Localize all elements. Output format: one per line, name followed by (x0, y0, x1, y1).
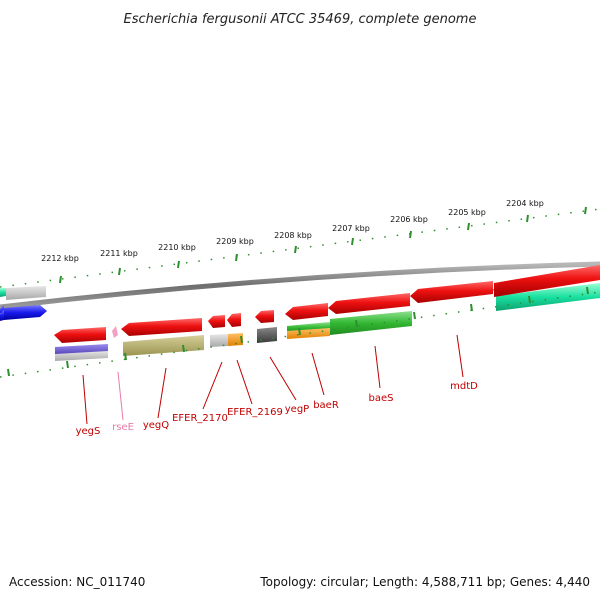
gene-label-mdtD: mdtD (450, 381, 478, 392)
gene-arrow-baeS (328, 293, 410, 314)
genome-backbone (0, 261, 600, 310)
gene-arrow-yegQ (121, 318, 202, 336)
gene-label-rseE: rseE (112, 422, 134, 433)
gene-label-baeS: baeS (369, 393, 394, 404)
leader-yegP (269, 356, 297, 401)
gene-arrow-mdtD (410, 281, 493, 303)
kbp-label: 2206 kbp (390, 215, 428, 224)
track-grey-EFER-2170 (210, 334, 228, 347)
accession-text: Accession: NC_011740 (9, 575, 146, 589)
gene-label-yegQ: yegQ (143, 420, 169, 431)
gene-blue (0, 305, 47, 320)
label-leaders (82, 334, 464, 425)
major-ticks-inner (7, 286, 589, 377)
gene-arrow-EFER-2170 (208, 315, 225, 328)
track-dark-yegP (257, 327, 277, 343)
gene-label-yegS: yegS (76, 426, 101, 437)
track-olive-yegQ (123, 335, 204, 356)
gene-arrow-rseE (112, 326, 118, 338)
leader-baeS (374, 345, 381, 389)
kbp-labels: 2212 kbp 2211 kbp 2210 kbp 2209 kbp 2208… (41, 199, 544, 263)
kbp-label: 2211 kbp (100, 249, 138, 258)
leader-yegS (82, 374, 88, 425)
gene-label-baeR: baeR (313, 400, 339, 411)
leader-baeR (311, 352, 325, 396)
kbp-label: 2205 kbp (448, 208, 486, 217)
kbp-label: 2204 kbp (506, 199, 544, 208)
leader-EFER-2169 (236, 359, 253, 405)
gene-left-grey (6, 286, 46, 300)
minor-ticks-inner (0, 291, 600, 378)
kbp-label: 2207 kbp (332, 224, 370, 233)
gene-label-EFER-2169: EFER_2169 (227, 407, 283, 418)
gene-arrow-baeR (285, 303, 328, 320)
major-ticks-outer (59, 206, 587, 284)
track-grey-yegS (55, 351, 108, 361)
forward-strand-features (0, 283, 600, 311)
gene-left-teal (0, 288, 6, 297)
topology-text: Topology: circular; Length: 4,588,711 bp… (260, 575, 590, 589)
kbp-label: 2210 kbp (158, 243, 196, 252)
track-orange-EFER-2169 (228, 333, 243, 346)
gene-arrow-yegP (255, 310, 274, 323)
track-orange-baeR (287, 328, 330, 339)
gene-arrow-mdtD-tip (493, 265, 600, 295)
inner-tick-ring (0, 286, 600, 378)
leader-mdtD (456, 334, 464, 378)
feature-tracks (55, 311, 412, 361)
gene-labels: yegS rseE yegQ EFER_2170 EFER_2169 yegP … (76, 381, 479, 437)
kbp-label: 2212 kbp (41, 254, 79, 263)
gene-mdtA-teal (496, 283, 600, 311)
kbp-label: 2208 kbp (274, 231, 312, 240)
track-green-baeS (330, 311, 412, 335)
gene-blue-left-fragment (0, 310, 4, 321)
map-title: Escherichia fergusonii ATCC 35469, compl… (124, 12, 477, 27)
minor-ticks-outer (0, 208, 600, 288)
gene-arrow-yegS (54, 327, 106, 343)
leader-EFER-2170 (202, 361, 223, 410)
kbp-label: 2209 kbp (216, 237, 254, 246)
reverse-strand-genes (54, 265, 600, 343)
gene-arrow-EFER-2169 (227, 313, 241, 327)
gene-label-yegP: yegP (285, 404, 309, 415)
leader-yegQ (157, 367, 167, 419)
outer-tick-ring (0, 206, 600, 288)
gene-label-EFER-2170: EFER_2170 (172, 413, 228, 424)
leader-rseE (117, 371, 124, 421)
